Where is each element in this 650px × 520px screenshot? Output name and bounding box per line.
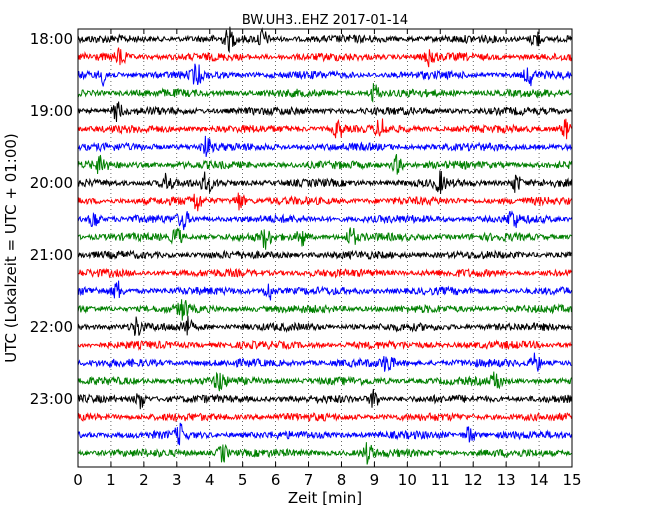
trace-1815: [77, 47, 572, 68]
y-tick-label: 18:00: [30, 30, 73, 48]
trace-2045: [77, 227, 572, 250]
plot-frame: [77, 28, 573, 468]
trace-1930: [77, 135, 572, 157]
x-tick-label: 14: [530, 471, 549, 489]
trace-1900: [77, 101, 572, 123]
trace-2345: [77, 442, 572, 465]
x-tick-label: 0: [73, 471, 83, 489]
trace-2330: [77, 422, 572, 446]
x-tick-label: 11: [431, 471, 450, 489]
trace-1800: [77, 26, 572, 54]
trace-1915: [77, 118, 572, 140]
y-axis-title: UTC (Lokalzeit = UTC + 01:00): [2, 133, 20, 363]
x-tick-label: 6: [271, 471, 281, 489]
x-tick-label: 1: [106, 471, 116, 489]
trace-1830: [77, 63, 572, 87]
x-tick-label: 12: [464, 471, 483, 489]
trace-2145: [77, 299, 572, 321]
seismogram-traces: [77, 26, 572, 465]
trace-1845: [77, 83, 572, 103]
x-tick-label: 3: [172, 471, 182, 489]
x-tick-label: 8: [337, 471, 347, 489]
x-tick-label: 5: [238, 471, 248, 489]
trace-2130: [77, 280, 572, 301]
trace-2230: [77, 352, 572, 372]
trace-2315: [77, 411, 572, 423]
x-axis-title: Zeit [min]: [288, 489, 362, 507]
y-axis-ticks: 18:00 19:00 20:00 21:00 22:00 23:00: [30, 30, 572, 408]
trace-2000: [78, 170, 572, 194]
x-axis-ticks: 0 1 2 3 4 5 6 7 8 9 10 11 12 13 14 15: [73, 29, 582, 489]
trace-2100: [77, 249, 572, 261]
trace-2300: [77, 388, 572, 410]
x-tick-label: 13: [497, 471, 516, 489]
x-tick-label: 2: [139, 471, 149, 489]
trace-2015: [77, 192, 572, 212]
x-tick-label: 7: [304, 471, 314, 489]
y-tick-label: 19:00: [30, 102, 73, 120]
y-tick-label: 23:00: [30, 390, 73, 408]
trace-2200: [77, 315, 572, 336]
x-tick-label: 9: [370, 471, 380, 489]
trace-2245: [77, 371, 572, 392]
chart-title: BW.UH3..EHZ 2017-01-14: [242, 13, 408, 28]
trace-2030: [77, 210, 572, 231]
y-tick-label: 20:00: [30, 174, 73, 192]
x-tick-label: 15: [562, 471, 581, 489]
y-tick-label: 21:00: [30, 246, 73, 264]
trace-2115: [77, 267, 572, 279]
x-tick-label: 4: [205, 471, 215, 489]
trace-2215: [77, 339, 572, 351]
trace-1945: [77, 154, 572, 175]
y-tick-label: 22:00: [30, 318, 73, 336]
x-tick-label: 10: [398, 471, 417, 489]
